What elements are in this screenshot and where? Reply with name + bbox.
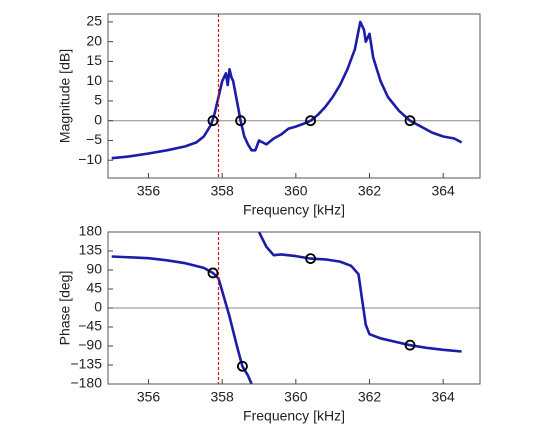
- x-axis-label: Frequency [kHz]: [243, 408, 345, 424]
- y-tick-label: 25: [86, 13, 102, 29]
- marker: [305, 253, 316, 265]
- plot-frame: [107, 231, 481, 385]
- y-tick-label: −180: [70, 375, 102, 391]
- marker: [305, 115, 316, 127]
- y-tick-label: −5: [86, 131, 102, 147]
- marker: [207, 267, 219, 279]
- x-tick-label: 364: [431, 183, 455, 199]
- marker: [235, 115, 246, 127]
- marker: [404, 339, 416, 351]
- y-tick-label: 15: [86, 52, 102, 68]
- y-tick-label: 0: [94, 299, 102, 315]
- y-tick-label: −45: [78, 318, 102, 334]
- x-tick-label: 358: [210, 389, 234, 405]
- x-tick-label: 360: [284, 183, 308, 199]
- x-tick-label: 358: [210, 183, 234, 199]
- y-tick-label: 180: [79, 223, 103, 239]
- y-tick-label: 20: [86, 32, 102, 48]
- y-tick-label: −135: [70, 356, 102, 372]
- x-tick-label: 360: [284, 389, 308, 405]
- x-tick-label: 356: [137, 183, 161, 199]
- y-axis-label: Magnitude [dB]: [57, 49, 73, 143]
- y-tick-label: −10: [78, 151, 102, 167]
- y-tick-label: 45: [86, 280, 102, 296]
- y-tick-label: 0: [94, 111, 102, 127]
- x-axis-label: Frequency [kHz]: [243, 202, 345, 218]
- y-tick-label: −90: [78, 337, 102, 353]
- data-line: [111, 20, 463, 160]
- x-tick-label: 364: [431, 389, 455, 405]
- marker: [207, 115, 219, 127]
- x-tick-label: 362: [358, 183, 382, 199]
- y-axis-label: Phase [deg]: [57, 271, 73, 346]
- x-tick-label: 362: [358, 389, 382, 405]
- marker: [404, 115, 416, 127]
- plot-frame: [107, 13, 481, 179]
- y-tick-label: 10: [86, 72, 102, 88]
- y-tick-label: 5: [94, 92, 102, 108]
- marker: [237, 360, 248, 372]
- y-tick-label: 135: [79, 242, 103, 258]
- x-tick-label: 356: [137, 389, 161, 405]
- y-tick-label: 90: [86, 261, 102, 277]
